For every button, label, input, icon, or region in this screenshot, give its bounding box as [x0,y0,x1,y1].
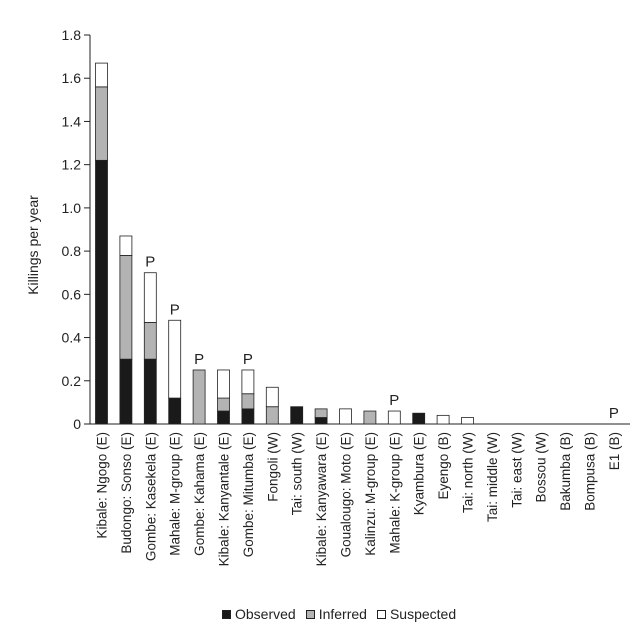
y-tick-label: 1.6 [62,70,82,86]
bar-segment-observed [143,358,157,425]
x-tick-label: Eyengo (B) [436,432,451,500]
annotation-label: P [170,301,180,318]
y-tick-label: 1.8 [62,27,82,43]
bar-segment-suspected [119,235,133,256]
bar-segment-inferred [119,255,133,360]
bar-segment-inferred [143,322,157,360]
y-tick-label: 0.8 [62,243,82,259]
annotation-label: P [145,254,155,271]
x-tick-label: Gombe: Kahama (E) [192,432,207,556]
legend-item-inferred: Inferred [305,606,367,622]
y-tick-label: 0 [73,416,81,432]
x-tick-label: Gombe: Kasekela (E) [143,432,158,561]
y-tick-label: 1.2 [62,157,82,173]
bar-segment-suspected [217,369,230,399]
legend-label-suspected: Suspected [389,606,457,622]
x-tick-label: Mahale: M-group (E) [168,432,183,556]
y-tick-label: 0.6 [62,286,82,302]
x-tick-label: Tai: east (W) [509,432,524,508]
bar-segment-suspected [339,408,352,425]
bar-segment-inferred [363,410,377,425]
y-axis-label: Killings per year [25,195,41,295]
bar-segment-observed [119,358,133,425]
x-tick-label: Kibale: Kanyantale (E) [217,432,232,566]
bar-segment-observed [314,417,328,425]
x-tick-label: Gombe: Mitumba (E) [241,432,256,557]
x-tick-label: Bossou (W) [534,432,549,503]
y-tick-label: 0.2 [62,373,82,389]
legend: Observed Inferred Suspected [222,606,466,622]
bar-segment-inferred [265,406,279,425]
x-tick-labels: Kibale: Ngogo (E) Budongo: Sonso (E) Gombe… [95,432,622,566]
bar-segment-suspected [387,410,401,425]
bar-segment-suspected [143,272,157,323]
x-tick-label: Kibale: Kanyawara (E) [314,432,329,566]
bar-segment-observed [95,159,108,425]
bar-segment-suspected [436,414,450,425]
bar-segment-inferred [192,369,206,425]
y-tick-label: 1.4 [62,113,82,129]
bars [95,62,474,425]
x-tick-label: Tai: north (W) [461,432,476,513]
annotation-label: P [609,405,619,422]
annotation-label: P [243,351,253,368]
bar-segment-inferred [314,408,328,418]
y-tick-label: 1.0 [62,200,82,216]
legend-swatch-observed [222,609,231,619]
legend-label-observed: Observed [235,606,296,622]
bar-segment-observed [241,408,255,425]
legend-swatch-inferred [305,609,315,619]
x-tick-label: Kyambura (E) [412,432,427,515]
bar-segment-observed [412,412,426,425]
x-tick-label: Kalinzu: M-group (E) [363,432,378,556]
x-tick-label: Budongo: Sonso (E) [119,432,134,554]
bar-segment-inferred [241,393,255,410]
bar-segment-suspected [265,386,279,408]
x-tick-label: E1 (B) [607,432,622,470]
bar-segment-suspected [95,62,108,88]
bar-segment-suspected [241,369,255,395]
annotation-label: P [389,392,399,409]
legend-swatch-suspected [376,609,386,619]
x-tick-label: Kibale: Ngogo (E) [95,432,110,539]
legend-item-observed: Observed [222,606,296,622]
bar-segment-observed [168,397,182,425]
bar-segment-suspected [168,319,182,399]
bar-segment-observed [290,406,304,425]
x-tick-label: Tai: middle (W) [485,432,500,522]
y-ticks: 0 0.2 0.4 0.6 0.8 1.0 1.2 1.4 1.6 1.8 [62,27,90,432]
x-tick-label: Bompusa (B) [583,432,598,511]
bar-segment-suspected [461,417,474,425]
annotations: P P P P P P [145,254,619,422]
legend-item-suspected: Suspected [376,606,457,622]
bar-segment-observed [217,410,230,425]
bar-segment-inferred [95,86,108,161]
x-tick-label: Goualougo: Moto (E) [339,432,354,557]
x-tick-label: Fongoli (W) [265,432,280,502]
y-tick-label: 0.4 [62,330,82,346]
annotation-label: P [194,351,204,368]
legend-label-inferred: Inferred [318,606,367,622]
x-tick-label: Mahale: K-group (E) [387,432,402,554]
x-tick-label: Bakumba (B) [558,432,573,511]
bar-segment-inferred [217,397,230,412]
x-tick-label: Tai: south (W) [290,432,305,515]
